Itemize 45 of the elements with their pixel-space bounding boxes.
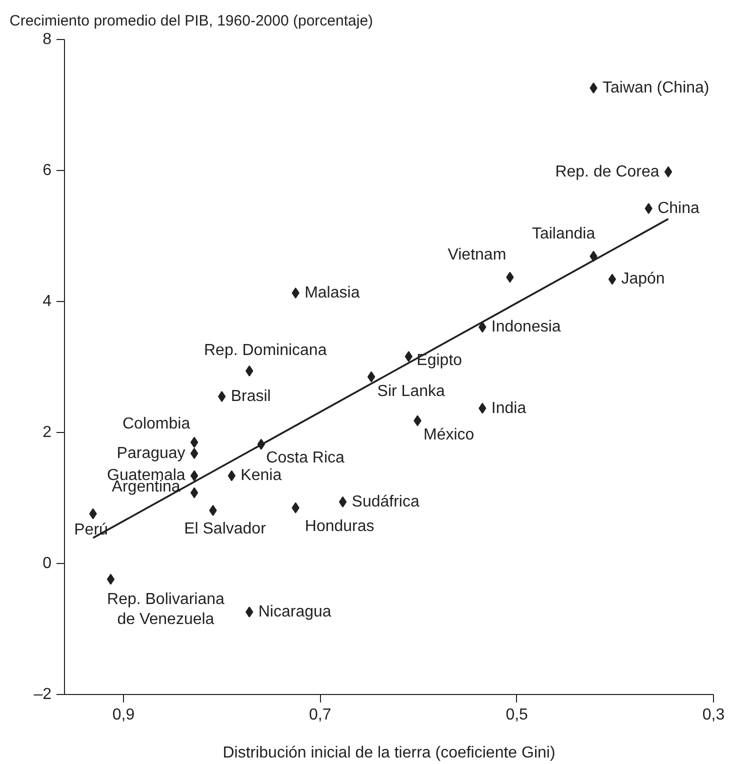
annotation: Colombia xyxy=(122,415,190,432)
annotation: Indonesia xyxy=(491,318,561,336)
point xyxy=(190,448,198,459)
point xyxy=(190,470,198,482)
annotation: Nicaragua xyxy=(258,603,332,620)
annotation: Costa Rica xyxy=(266,449,345,466)
point xyxy=(190,487,198,498)
y-tick-label: 8 xyxy=(42,31,52,48)
point xyxy=(190,436,198,448)
annotation: Rep. Bolivariana de Venezuela xyxy=(107,591,225,628)
annotation: India xyxy=(491,400,526,417)
annotation: Tailandia xyxy=(532,225,596,242)
annotation: China xyxy=(658,200,700,217)
point xyxy=(664,166,672,178)
annotation: Egipto xyxy=(416,352,462,370)
annotation: Paraguay xyxy=(116,444,186,462)
x-tick-label: 0,3 xyxy=(702,706,725,724)
annotation: Rep. Dominicana xyxy=(204,342,327,359)
annotation: Malasia xyxy=(304,284,360,302)
x-axis-title: Distribución inicial de la tierra (coeficiente Gini) xyxy=(222,744,556,762)
annotation: Taiwan (China) xyxy=(602,79,710,96)
annotation: El Salvador xyxy=(184,520,267,538)
x-tick-label: 0,7 xyxy=(309,706,332,724)
point xyxy=(106,574,115,585)
annotation: Kenia xyxy=(240,467,282,484)
annotation: Rep. de Corea xyxy=(555,163,660,180)
annotation: Sir Lanka xyxy=(377,382,445,400)
annotation: Perú xyxy=(74,522,108,539)
y-tick-label: 0 xyxy=(42,555,52,572)
y-tick-label: 2 xyxy=(42,424,52,441)
y-tick-label: 4 xyxy=(42,293,52,310)
annotation: Brasil xyxy=(230,388,271,405)
annotation: Japón xyxy=(621,270,665,288)
point xyxy=(367,371,376,382)
x-tick-label: 0,5 xyxy=(506,706,528,724)
y-axis-title: Crecimiento promedio del PIB, 1960-2000 (porcentaje) xyxy=(10,12,374,30)
point xyxy=(608,274,616,285)
annotation: Vietnam xyxy=(448,246,506,264)
y-tick-label: –2 xyxy=(34,686,52,703)
point xyxy=(338,496,347,508)
annotation: Honduras xyxy=(304,518,374,535)
x-tick-label: 0,9 xyxy=(112,706,135,724)
annotation: Sudáfrica xyxy=(352,493,420,510)
y-tick-label: 6 xyxy=(42,162,52,179)
annotation: México xyxy=(424,426,474,444)
